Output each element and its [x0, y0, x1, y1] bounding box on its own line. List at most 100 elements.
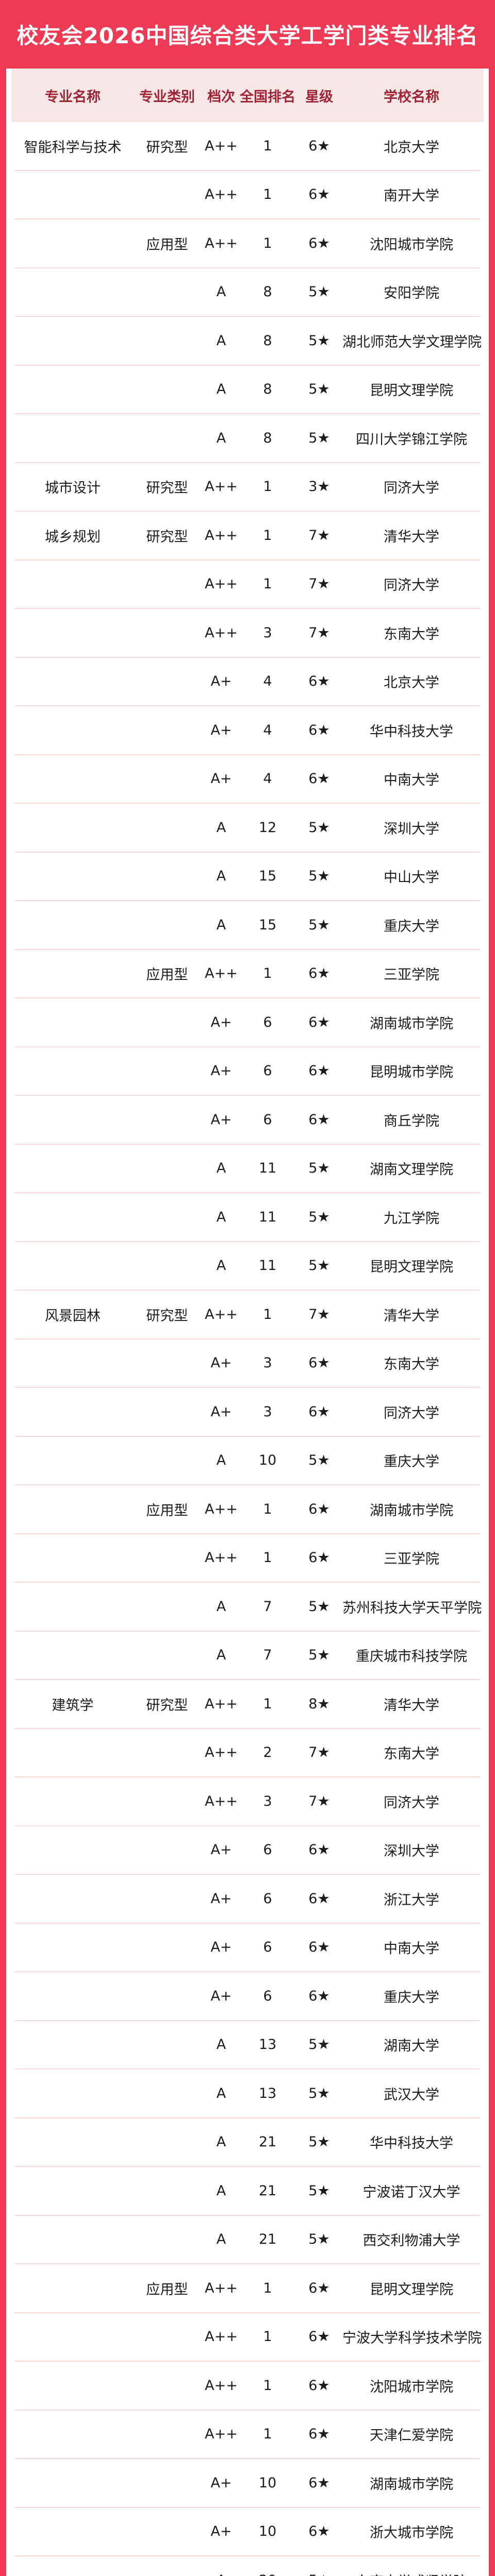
school-name-cell: 四川大学锦江学院	[356, 431, 467, 448]
school-name-cell: 昆明文理学院	[370, 1259, 453, 1276]
national-rank-cell: 8	[263, 284, 272, 300]
national-rank-cell: 1	[263, 2426, 272, 2443]
right-border	[489, 0, 495, 2576]
star-level-cell: 6★	[308, 771, 330, 787]
school-name-cell: 东南大学成贤学院	[342, 2570, 481, 2576]
school-name-cell: 东南大学	[384, 1357, 439, 1373]
national-rank-cell: 8	[263, 332, 272, 349]
national-rank-cell: 6	[263, 1111, 272, 1128]
grade-cell: A	[216, 1209, 226, 1225]
grade-cell: A+	[210, 771, 232, 787]
national-rank-cell: 3	[263, 624, 272, 641]
national-rank-cell: 6	[263, 1890, 272, 1907]
national-rank-cell: 15	[258, 917, 277, 933]
national-rank-cell: 1	[263, 576, 272, 592]
national-rank-cell: 7	[263, 1647, 272, 1664]
school-name-cell: 清华大学	[384, 529, 439, 545]
star-level-cell: 5★	[308, 1209, 330, 1225]
national-rank-cell: 8	[263, 381, 272, 398]
table-row: A 8 5★ 安阳学院	[14, 268, 481, 317]
column-header-school-name: 学校名称	[384, 89, 439, 105]
table-row: A++ 1 6★ 宁波大学科学技术学院	[14, 2313, 482, 2362]
major-type-cell: 研究型	[146, 139, 188, 156]
grade-cell: A+	[210, 1890, 232, 1907]
national-rank-cell: 13	[258, 2037, 277, 2053]
grade-cell: A+	[210, 1403, 232, 1420]
table-row: A 7 5★ 苏州科技大学天平学院	[14, 1583, 482, 1632]
national-rank-cell: 1	[263, 1306, 272, 1323]
major-name-cell: 智能科学与技术	[24, 139, 122, 156]
table-row: A 13 5★ 武汉大学	[14, 2070, 481, 2119]
star-level-cell: 6★	[308, 2426, 330, 2443]
grade-cell: A++	[205, 527, 238, 544]
major-name-cell: 建筑学	[52, 1697, 94, 1714]
star-level-cell: 6★	[308, 1403, 330, 1420]
table-row: A+ 6 6★ 湖南城市学院	[14, 998, 481, 1047]
table-row: A 11 5★ 九江学院	[14, 1193, 481, 1242]
star-level-cell: 6★	[308, 2475, 330, 2491]
national-rank-cell: 8	[263, 430, 272, 446]
title-banner: 校友会2026中国综合类大学工学门类专业排名	[0, 0, 495, 69]
table-row: A+ 6 6★ 深圳大学	[14, 1826, 481, 1875]
table-row: A+ 4 6★ 北京大学	[14, 658, 481, 706]
school-name-cell: 湖北师范大学文理学院	[342, 334, 482, 350]
school-name-cell: 同济大学	[384, 1405, 439, 1421]
national-rank-cell: 1	[263, 965, 272, 982]
national-rank-cell: 1	[263, 187, 272, 203]
national-rank-cell: 15	[258, 868, 277, 885]
school-name-cell: 重庆大学	[384, 918, 439, 935]
school-name-cell: 浙江大学	[384, 1892, 439, 1908]
grade-cell: A	[216, 1160, 226, 1177]
table-row: A 8 5★ 湖北师范大学文理学院	[14, 317, 482, 366]
star-level-cell: 5★	[308, 1160, 330, 1177]
table-row: A+ 10 6★ 浙大城市学院	[14, 2508, 481, 2556]
table-row: A+ 4 6★ 中南大学	[14, 755, 481, 804]
national-rank-cell: 1	[263, 479, 272, 495]
table-row: 智能科学与技术 研究型 A++ 1 6★ 北京大学	[14, 122, 481, 171]
table-row: 应用型 A++ 1 6★ 沈阳城市学院	[14, 219, 481, 268]
major-type-cell: 研究型	[146, 1308, 188, 1324]
national-rank-cell: 1	[263, 1550, 272, 1566]
national-rank-cell: 4	[263, 771, 272, 787]
school-name-cell: 昆明文理学院	[370, 383, 453, 399]
star-level-cell: 6★	[308, 2523, 330, 2540]
grade-cell: A	[203, 2572, 239, 2576]
grade-cell: A	[216, 430, 226, 446]
star-level-cell: 3★	[308, 479, 330, 495]
star-level-cell: 7★	[308, 1744, 330, 1761]
school-name-cell: 重庆大学	[384, 1989, 439, 2006]
table-row: A+ 4 6★ 华中科技大学	[14, 706, 481, 755]
national-rank-cell: 1	[263, 1696, 272, 1712]
star-level-cell: 6★	[308, 1063, 330, 1079]
table-row: A+ 3 6★ 东南大学	[14, 1340, 481, 1388]
national-rank-cell: 10	[258, 1452, 277, 1469]
grade-cell: A+	[210, 1988, 232, 2004]
table-row: A+ 6 6★ 浙江大学	[14, 1875, 481, 1924]
table-row: A 13 5★ 湖南大学	[14, 2021, 481, 2070]
national-rank-cell: 6	[263, 1939, 272, 1956]
school-name-cell: 九江学院	[384, 1210, 439, 1227]
school-name-cell: 东南大学	[384, 626, 439, 642]
table-row: 城市设计 研究型 A++ 1 3★ 同济大学	[14, 463, 481, 512]
national-rank-cell: 3	[263, 1355, 272, 1371]
column-header-national-rank: 全国排名	[240, 89, 295, 105]
grade-cell: A++	[205, 1744, 238, 1761]
grade-cell: A++	[205, 2280, 238, 2296]
table-row: A++ 1 6★ 天津仁爱学院	[14, 2411, 481, 2459]
star-level-cell: 7★	[308, 624, 330, 641]
major-type-cell: 研究型	[146, 1697, 188, 1714]
school-name-cell: 苏州科技大学天平学院	[342, 1600, 482, 1616]
left-border	[0, 0, 6, 2576]
grade-cell: A	[216, 2085, 226, 2102]
school-name-cell: 南开大学	[384, 188, 439, 205]
grade-cell: A++	[205, 479, 238, 495]
table-row: A 20 5★ 东南大学成贤学院	[14, 2556, 481, 2576]
star-level-cell: 5★	[308, 917, 330, 933]
grade-cell: A+	[210, 673, 232, 690]
school-name-cell: 三亚学院	[384, 967, 439, 984]
grade-cell: A++	[205, 1501, 238, 1517]
school-name-cell: 西交利物浦大学	[362, 2233, 460, 2249]
table-header-row: 专业名称 专业类别 档次 全国排名 星级 学校名称	[11, 69, 484, 122]
major-name-cell: 风景园林	[45, 1308, 101, 1324]
star-level-cell: 5★	[296, 2572, 342, 2576]
